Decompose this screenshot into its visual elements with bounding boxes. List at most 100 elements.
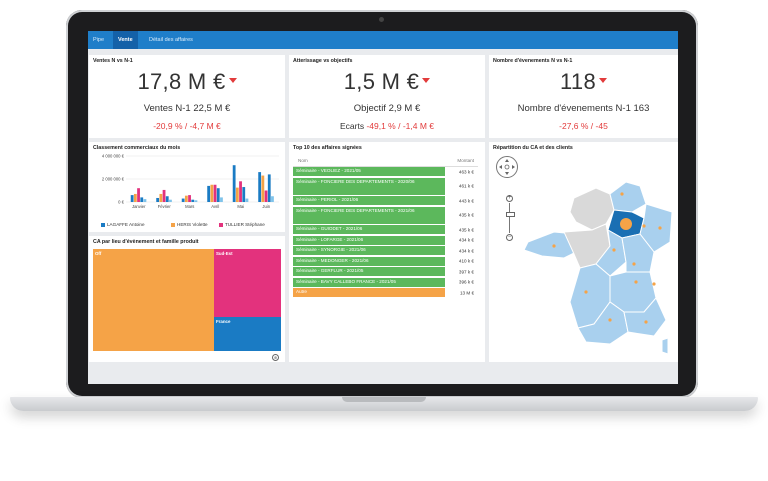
x-tick-label: Mai — [237, 204, 244, 209]
column-header-amount[interactable]: Montant — [457, 158, 474, 163]
deal-amount-cell: 435 k € — [458, 227, 474, 232]
kpi-subvalue: Objectif 2,9 M € — [353, 103, 421, 114]
ranking-chart-panel: Classement commerciaux du mois 4 000 000… — [89, 142, 285, 232]
tab-pipe[interactable]: Pipe — [93, 37, 105, 43]
client-marker — [658, 226, 662, 230]
bar — [169, 199, 172, 202]
treemap-cell-france[interactable]: France — [214, 317, 281, 351]
deal-name-cell: Séminaire - VEOLIEZ - 2021/05 — [293, 167, 445, 176]
deal-amount-cell: 463 k € — [458, 169, 474, 174]
table-row[interactable]: Séminaire - LOFARGE - 2021/06 434 k € — [293, 235, 478, 245]
tab-vente[interactable]: Vente — [113, 31, 138, 49]
table-row[interactable]: Séminaire - VEOLIEZ - 2021/05 463 k € — [293, 167, 478, 176]
reset-zoom-icon[interactable]: ⊕ — [272, 354, 279, 361]
panel-title: Nombre d'évenements N vs N-1 — [493, 58, 573, 64]
bar — [207, 185, 211, 202]
bar — [271, 196, 274, 202]
deal-name-cell: Séminaire - PERIOL - 2021/06 — [293, 196, 445, 205]
table-row[interactable]: Séminaire - GERFLUR - 2021/05 397 k € — [293, 267, 478, 276]
deal-amount-cell: 443 k € — [458, 198, 474, 203]
table-row[interactable]: Séminaire - BAVY CALLEBO FRANCE - 2021/0… — [293, 277, 478, 287]
deal-amount-cell: 13 M € — [459, 290, 474, 295]
zoom-out-button[interactable]: − — [506, 234, 513, 241]
dashboard-screen: Pipe Vente Détail des affaires Ventes N … — [88, 31, 678, 384]
bar — [232, 165, 236, 202]
kpi-ventes-panel: Ventes N vs N-1 17,8 M € Ventes N-1 22,5… — [89, 55, 285, 138]
client-marker — [620, 192, 624, 196]
kpi-value: 17,8 M € — [89, 69, 285, 95]
y-tick-label: 0 € — [118, 200, 124, 205]
client-marker — [634, 280, 638, 284]
tab-detail-affaires[interactable]: Détail des affaires — [149, 37, 193, 43]
column-header-name[interactable]: Nom — [298, 158, 308, 163]
client-marker — [608, 318, 612, 322]
laptop-base — [10, 397, 758, 411]
kpi-variation: -20,9 % / -4,7 M € — [153, 121, 221, 131]
bar — [264, 190, 268, 202]
deal-name-cell: Séminaire - GUIODET - 2021/06 — [293, 225, 445, 234]
legend-item: HERIS Violette — [171, 222, 208, 227]
top10-panel: Top 10 des affaires signées Nom Montant … — [289, 142, 485, 362]
region-hauts-de-france — [609, 181, 647, 213]
region-normandie — [569, 187, 615, 231]
deal-name-cell: Séminaire - SYNORGIE - 2021/06 — [293, 246, 445, 255]
bar — [191, 199, 195, 202]
bar — [156, 197, 160, 202]
table-row[interactable]: Séminaire - PERIOL - 2021/06 443 k € — [293, 196, 478, 205]
deal-amount-cell: 397 k € — [458, 269, 474, 274]
region-corse — [661, 337, 669, 355]
client-marker — [652, 282, 656, 286]
webcam-icon — [379, 17, 384, 22]
kpi-value: 1,5 M € — [289, 69, 485, 95]
bar — [184, 195, 188, 202]
deal-name-cell: Séminaire - GERFLUR - 2021/05 — [293, 267, 445, 276]
x-tick-label: Février — [158, 204, 172, 209]
top-nav: Pipe Vente Détail des affaires — [88, 31, 678, 49]
client-marker — [612, 248, 616, 252]
table-row[interactable]: Autre 13 M € — [293, 288, 478, 297]
kpi-value: 118 — [489, 69, 678, 95]
bar — [258, 172, 262, 202]
x-tick-label: Juin — [262, 204, 270, 209]
bar — [188, 195, 191, 202]
laptop-notch — [342, 397, 426, 402]
bar — [242, 187, 246, 202]
bar — [210, 184, 214, 202]
bar — [235, 187, 239, 202]
bar — [267, 174, 271, 202]
kpi-subvalue: Nombre d'évenements N-1 163 — [517, 103, 650, 114]
france-map[interactable] — [514, 172, 674, 357]
client-marker — [584, 290, 588, 294]
bar — [137, 188, 140, 202]
deal-amount-cell: 435 k € — [458, 212, 474, 218]
table-row[interactable]: Séminaire - SYNORGIE - 2021/06 434 k € — [293, 246, 478, 255]
table-row[interactable]: Séminaire - GUIODET - 2021/06 435 k € — [293, 225, 478, 234]
client-marker-large — [620, 218, 632, 230]
zoom-slider-handle[interactable] — [506, 212, 515, 217]
panel-title: CA par lieu d'évènement et famille produ… — [93, 239, 199, 245]
legend-item: LAGAFFE Antoine — [101, 222, 145, 227]
x-tick-label: Avril — [211, 204, 219, 209]
bar — [213, 184, 217, 202]
region-bretagne — [523, 231, 581, 259]
table-header: Nom Montant — [293, 157, 478, 167]
deal-name-cell: Séminaire - MEDONGER - 2021/06 — [293, 256, 445, 266]
map-panel: Répartition du CA et des clients + − — [489, 142, 678, 362]
zoom-in-button[interactable]: + — [506, 195, 513, 202]
zoom-slider-track[interactable] — [509, 203, 510, 233]
treemap-cell-off[interactable]: Off — [93, 249, 214, 351]
table-row[interactable]: Séminaire - FONCIERE DES DEPARTEMENTS - … — [293, 206, 478, 224]
bar — [181, 198, 185, 202]
table-row[interactable]: Séminaire - FONCIERE DES DEPARTEMENTS - … — [293, 177, 478, 195]
bar — [239, 181, 242, 202]
deal-name-cell: Séminaire - LOFARGE - 2021/06 — [293, 235, 445, 245]
table-row[interactable]: Séminaire - MEDONGER - 2021/06 410 k € — [293, 256, 478, 266]
kpi-subvalue: Ventes N-1 22,5 M € — [143, 103, 231, 114]
pan-control[interactable] — [496, 156, 518, 178]
deal-name-cell: Séminaire - FONCIERE DES DEPARTEMENTS - … — [293, 177, 445, 195]
y-tick-label: 2 000 000 € — [102, 177, 125, 182]
panel-title: Top 10 des affaires signées — [293, 145, 362, 151]
bar — [216, 188, 220, 202]
treemap-cell-sud-est[interactable]: Sud-Est — [214, 249, 281, 317]
ranking-bar-chart: 4 000 000 € 2 000 000 € 0 € Janvier Février M… — [102, 154, 279, 209]
